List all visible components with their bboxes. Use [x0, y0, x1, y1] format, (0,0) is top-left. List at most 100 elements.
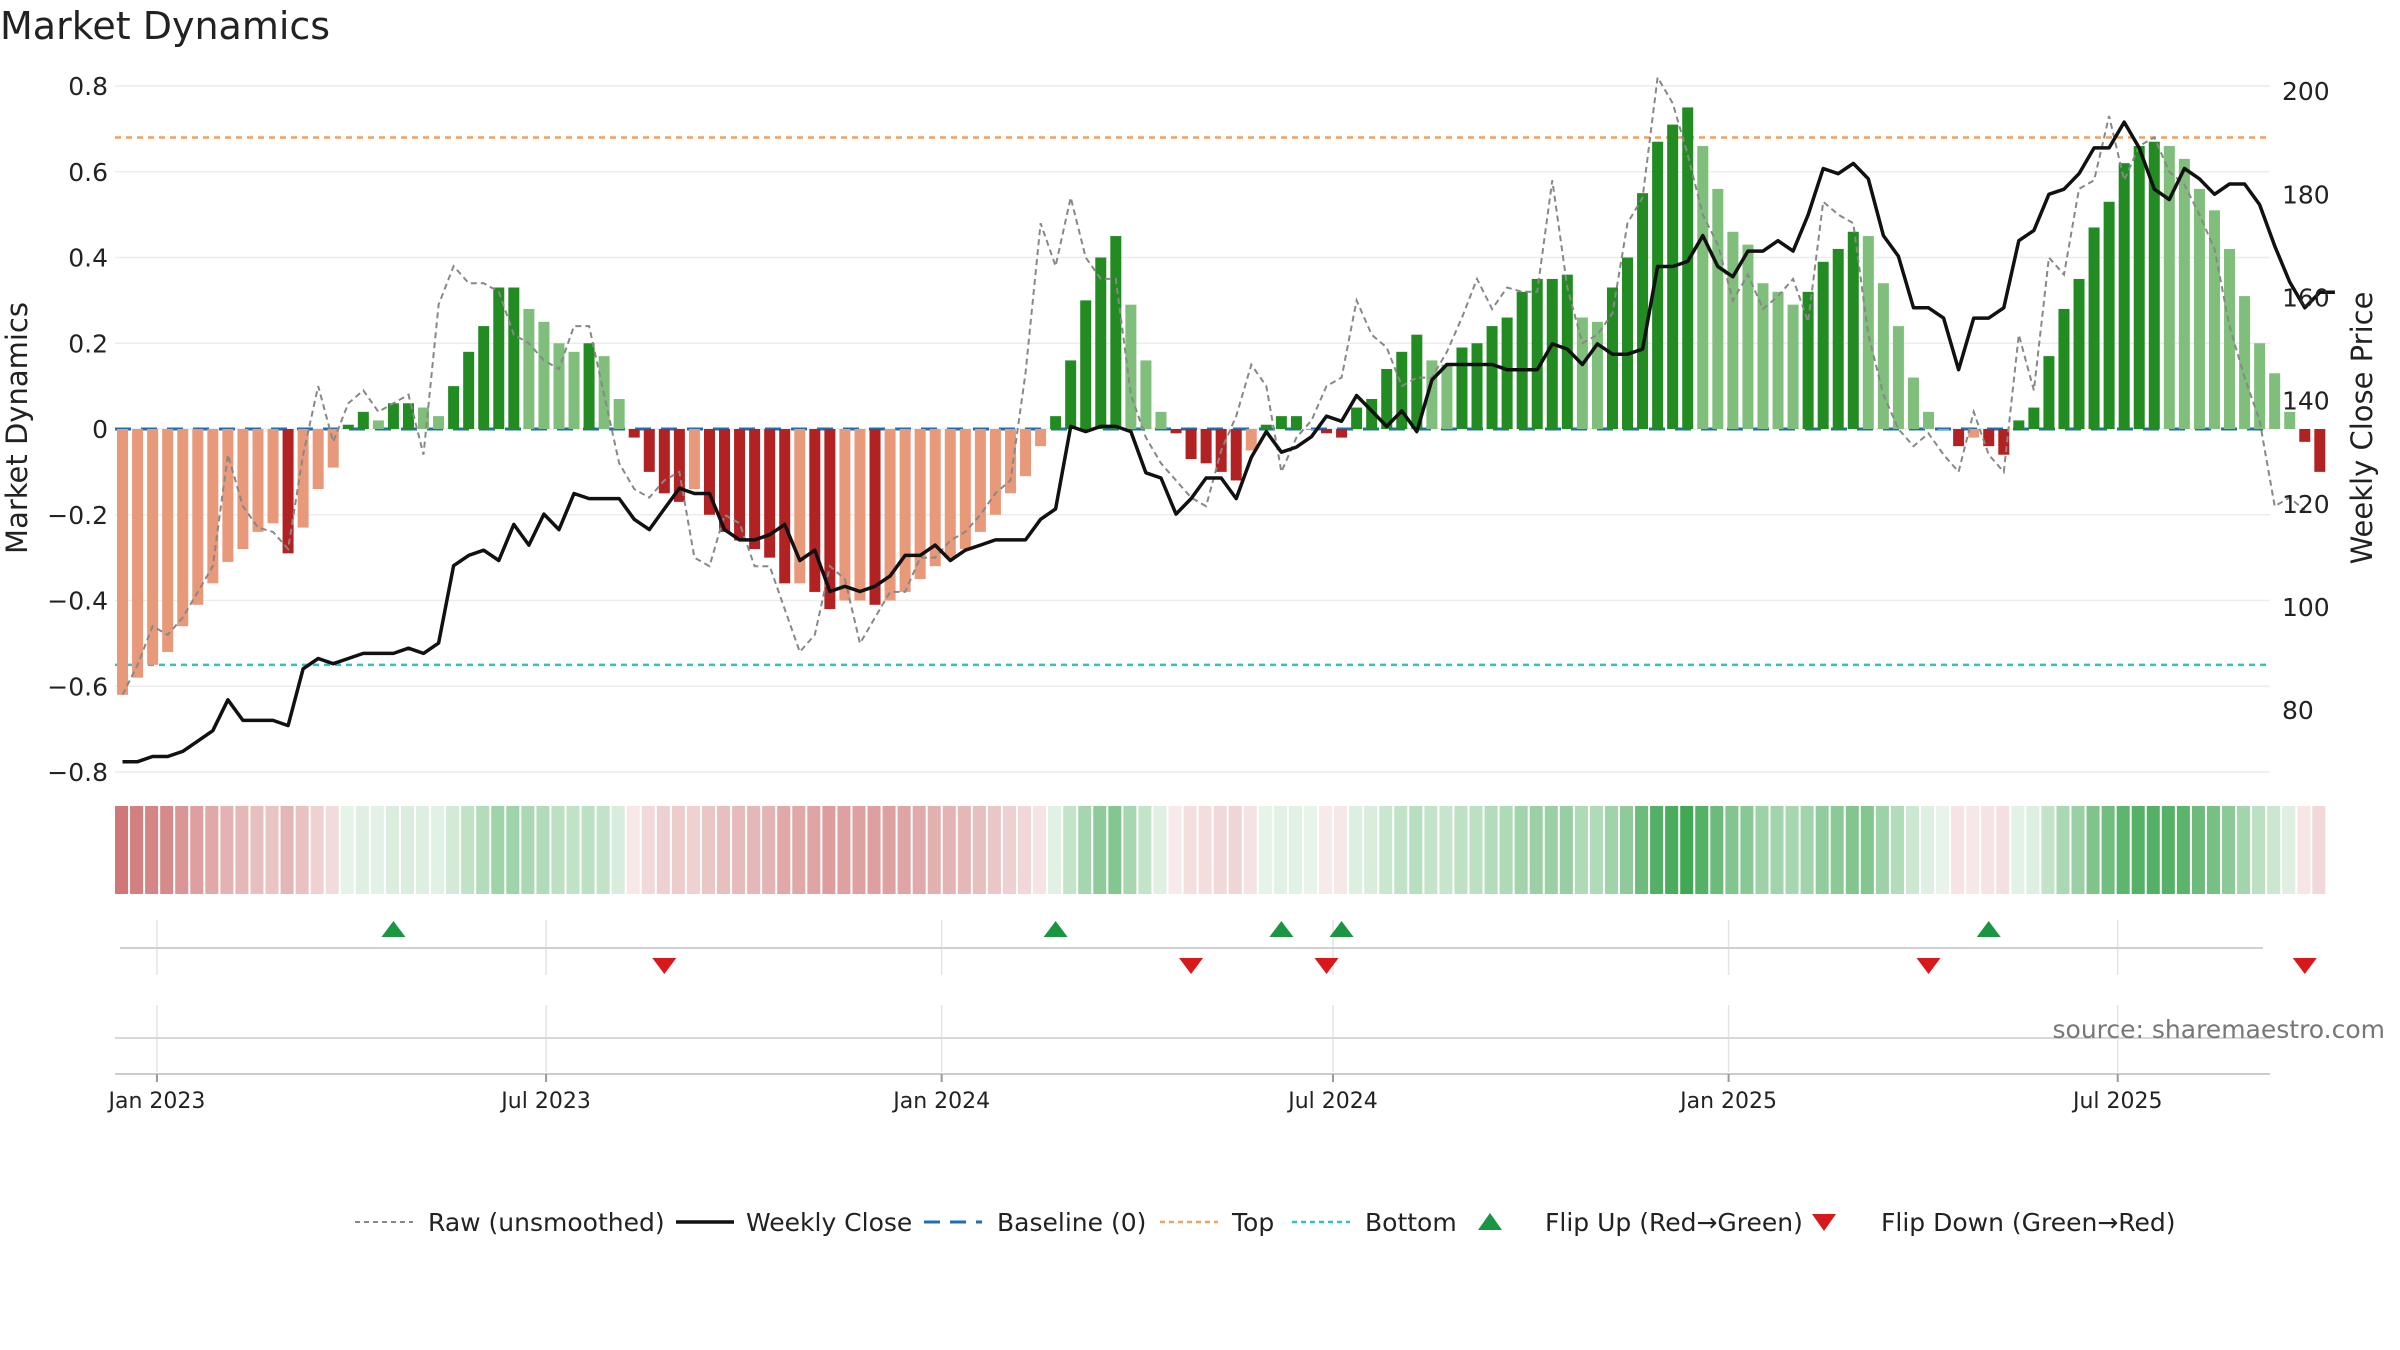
left-tick-label: 0.2: [68, 329, 108, 358]
legend-label: Weekly Close: [746, 1208, 912, 1237]
dynamics-bar: [1471, 343, 1483, 429]
dynamics-bar: [508, 287, 520, 429]
dynamics-bar: [162, 429, 174, 652]
strip-cell: [521, 806, 535, 894]
dynamics-bar: [1050, 416, 1062, 429]
dynamics-bar: [914, 429, 926, 580]
dynamics-bar: [2028, 407, 2040, 429]
dynamics-bar: [1200, 429, 1212, 464]
dynamics-bar: [658, 429, 670, 494]
dynamics-bar: [899, 429, 911, 592]
dynamics-bar: [402, 403, 414, 429]
strip-cell: [1951, 806, 1965, 894]
strip-cell: [1454, 806, 1468, 894]
dynamics-bar: [1305, 429, 1317, 430]
strip-cell: [250, 806, 264, 894]
strip-cell: [671, 806, 685, 894]
dynamics-bar: [1652, 141, 1664, 430]
strip-cell: [1273, 806, 1287, 894]
strip-cell: [762, 806, 776, 894]
dynamics-bar: [207, 429, 219, 584]
dynamics-bar: [1862, 236, 1874, 429]
source-credit: source: sharemaestro.com: [2053, 1015, 2386, 1044]
strip-cell: [1559, 806, 1573, 894]
x-tick-label: Jan 2024: [891, 1089, 990, 1114]
flip-down-marker: [1314, 958, 1339, 974]
strip-cell: [1936, 806, 1950, 894]
strip-cell: [717, 806, 731, 894]
dynamics-bar: [2193, 188, 2205, 429]
dynamics-bar: [824, 429, 836, 610]
flip-down-marker: [2292, 958, 2317, 974]
dynamics-bar: [989, 429, 1001, 515]
strip-cell: [2011, 806, 2025, 894]
dynamics-bar: [673, 429, 685, 502]
dynamics-bar: [749, 429, 761, 550]
dynamics-bars: [117, 107, 2326, 695]
dynamics-bar: [1892, 326, 1904, 429]
dynamics-bar: [568, 351, 580, 429]
dynamics-bar: [2103, 201, 2115, 429]
strip-cell: [837, 806, 851, 894]
strip-cell: [1589, 806, 1603, 894]
dynamics-bar: [1501, 317, 1513, 429]
strip-cell: [912, 806, 926, 894]
dynamics-bar: [779, 429, 791, 584]
dynamics-bar: [1772, 291, 1784, 429]
strip-cell: [1514, 806, 1528, 894]
strip-cell: [1905, 806, 1919, 894]
strip-cell: [1364, 806, 1378, 894]
dynamics-bar: [688, 429, 700, 490]
dynamics-bar: [1336, 429, 1348, 438]
strip-cell: [1183, 806, 1197, 894]
right-axis-ticks: 80 100 120 140 160 180 200: [2282, 77, 2330, 725]
dynamics-bar: [237, 429, 249, 550]
strip-cell: [882, 806, 896, 894]
strip-cell: [2056, 806, 2070, 894]
dynamics-bar: [1953, 429, 1965, 447]
dynamics-bar: [327, 429, 339, 468]
strip-cell: [1635, 806, 1649, 894]
dynamics-bar: [433, 416, 445, 429]
strip-cell: [1770, 806, 1784, 894]
dynamics-bar: [493, 287, 505, 429]
dynamics-bar: [1411, 334, 1423, 429]
dynamics-bar: [1546, 278, 1558, 429]
strip-cell: [1620, 806, 1634, 894]
strip-cell: [2191, 806, 2205, 894]
weekly-close-line: [122, 120, 2335, 764]
strip-cell: [1123, 806, 1137, 894]
dynamics-bar: [929, 429, 941, 567]
dynamics-bar: [1004, 429, 1016, 494]
dynamics-bar: [478, 326, 490, 429]
strip-cell: [581, 806, 595, 894]
dynamics-bar: [1095, 257, 1107, 429]
dynamics-bar: [448, 386, 460, 429]
strip-cell: [1981, 806, 1995, 894]
strip-cell: [1695, 806, 1709, 894]
dynamics-bar: [1712, 188, 1724, 429]
dynamics-bar: [1682, 107, 1694, 429]
strip-cell: [1529, 806, 1543, 894]
dynamics-bar: [1155, 411, 1167, 429]
dynamics-bar: [1351, 407, 1363, 429]
strip-cell: [145, 806, 159, 894]
strip-cell: [566, 806, 580, 894]
strip-cell: [942, 806, 956, 894]
strip-cell: [987, 806, 1001, 894]
dynamics-bar: [2043, 356, 2055, 429]
dynamics-heat-strip: [115, 806, 2326, 894]
x-tick-label: Jan 2023: [106, 1089, 205, 1114]
dynamics-bar: [132, 429, 144, 678]
left-tick-label: −0.8: [47, 758, 108, 787]
strip-cell: [701, 806, 715, 894]
strip-cell: [1424, 806, 1438, 894]
strip-cell: [400, 806, 414, 894]
dynamics-bar: [1923, 411, 1935, 429]
strip-cell: [2267, 806, 2281, 894]
dynamics-bar: [1065, 360, 1077, 429]
strip-cell: [190, 806, 204, 894]
dynamics-bar: [312, 429, 324, 490]
strip-cell: [747, 806, 761, 894]
